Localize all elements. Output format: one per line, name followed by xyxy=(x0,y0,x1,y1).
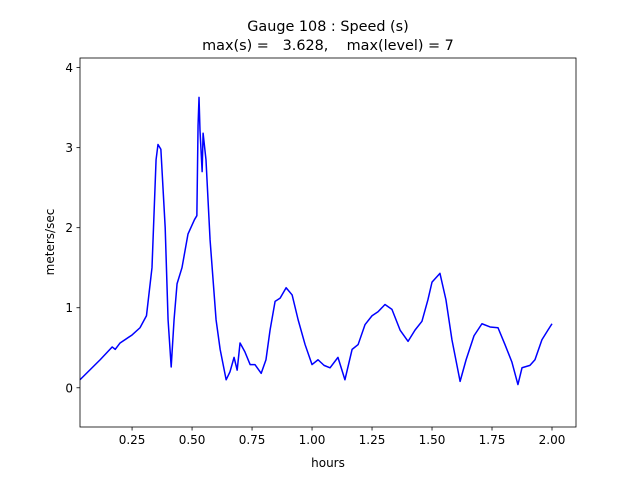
x-tick-label: 1.75 xyxy=(479,433,506,447)
y-tick-label: 1 xyxy=(65,301,73,315)
x-tick-label: 1.50 xyxy=(419,433,446,447)
x-tick-label: 1.00 xyxy=(299,433,326,447)
plot-frame xyxy=(79,57,577,428)
x-tick-label: 0.50 xyxy=(179,433,206,447)
y-tick-label: 0 xyxy=(65,381,73,395)
y-tick-label: 2 xyxy=(65,221,73,235)
x-tick-label: 1.25 xyxy=(359,433,386,447)
y-axis-label: meters/sec xyxy=(43,209,57,276)
y-tick-label: 3 xyxy=(65,141,73,155)
x-tick-label: 0.75 xyxy=(239,433,266,447)
x-tick-label: 0.25 xyxy=(119,433,146,447)
x-axis-label: hours xyxy=(311,456,345,470)
chart-title: Gauge 108 : Speed (s) xyxy=(247,19,409,35)
data-line xyxy=(79,96,553,386)
chart-subtitle: max(s) = 3.628, max(level) = 7 xyxy=(202,38,454,54)
y-tick-label: 4 xyxy=(65,61,73,75)
x-tick-label: 2.00 xyxy=(539,433,566,447)
